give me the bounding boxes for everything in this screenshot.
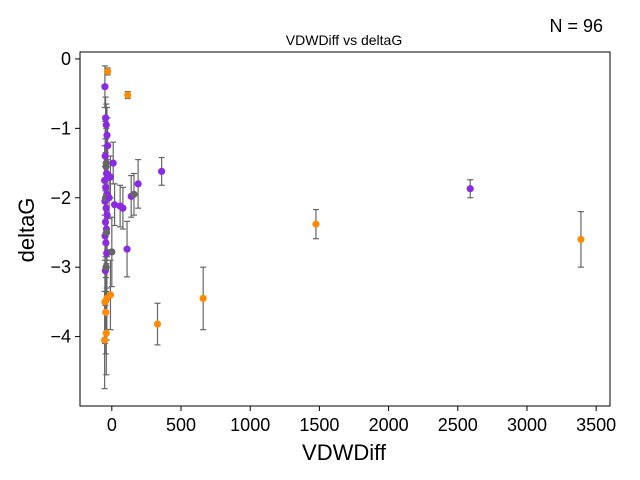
data-point-purple <box>110 201 119 209</box>
data-point-orange <box>106 291 115 299</box>
data-point-purple <box>101 176 109 185</box>
x-tick-label: 2500 <box>438 415 478 435</box>
data-point-purple <box>134 180 142 188</box>
y-tick-label: 0 <box>61 49 71 69</box>
data-point-purple <box>102 183 110 191</box>
data-point-purple <box>102 204 110 212</box>
x-tick-label: 3000 <box>507 415 547 435</box>
data-point-orange <box>102 308 110 316</box>
data-point-purple <box>106 173 115 181</box>
data-point-gray <box>108 248 116 256</box>
data-point-orange <box>577 235 585 244</box>
data-point-purple <box>104 142 112 150</box>
x-tick-label: 500 <box>166 415 196 435</box>
data-point-purple <box>103 131 111 139</box>
data-point-gray <box>102 159 110 167</box>
data-point-orange <box>312 220 320 228</box>
data-point-purple <box>102 114 110 122</box>
data-point-purple <box>105 194 113 202</box>
data-point-purple <box>102 239 110 247</box>
data-point-purple <box>123 245 131 253</box>
x-axis-label: VDWDiff <box>302 440 387 465</box>
data-point-purple <box>101 83 109 91</box>
x-tick-label: 2000 <box>369 415 409 435</box>
x-tick-label: 0 <box>107 415 117 435</box>
data-point-purple <box>158 167 166 175</box>
data-point-orange <box>104 67 112 76</box>
y-axis-ticks: 0 −1 −2 −3 −4 <box>50 49 80 347</box>
data-point-purple <box>119 204 127 212</box>
y-tick-label: −1 <box>50 118 71 138</box>
data-point-gray <box>102 263 110 271</box>
data-point-orange <box>124 91 132 99</box>
x-axis-ticks: 0 500 1000 1500 2000 2500 3000 3500 <box>107 406 616 435</box>
data-point-purple <box>466 185 474 193</box>
x-tick-label: 1000 <box>230 415 270 435</box>
data-point-purple <box>103 211 111 219</box>
sample-count-annotation: N = 96 <box>549 16 603 36</box>
data-point-purple <box>102 121 110 129</box>
data-point-orange <box>101 336 109 344</box>
chart-title: VDWDiff vs deltaG <box>286 32 402 48</box>
data-point-orange <box>199 294 207 303</box>
x-tick-label: 1500 <box>299 415 339 435</box>
y-tick-label: −4 <box>50 327 71 347</box>
data-point-purple <box>101 218 110 226</box>
y-tick-label: −3 <box>50 257 71 277</box>
data-point-gray <box>130 190 138 198</box>
data-point-orange <box>153 320 162 328</box>
data-point-purple <box>101 152 109 160</box>
plot-frame <box>79 51 611 407</box>
data-point-orange <box>102 329 110 337</box>
x-tick-label: 3500 <box>576 415 616 435</box>
data-points <box>101 67 585 344</box>
data-point-purple <box>109 159 117 167</box>
y-tick-label: −2 <box>50 188 71 208</box>
error-bars <box>101 65 584 390</box>
y-axis-label: deltaG <box>14 198 39 263</box>
data-point-gray <box>102 228 111 237</box>
